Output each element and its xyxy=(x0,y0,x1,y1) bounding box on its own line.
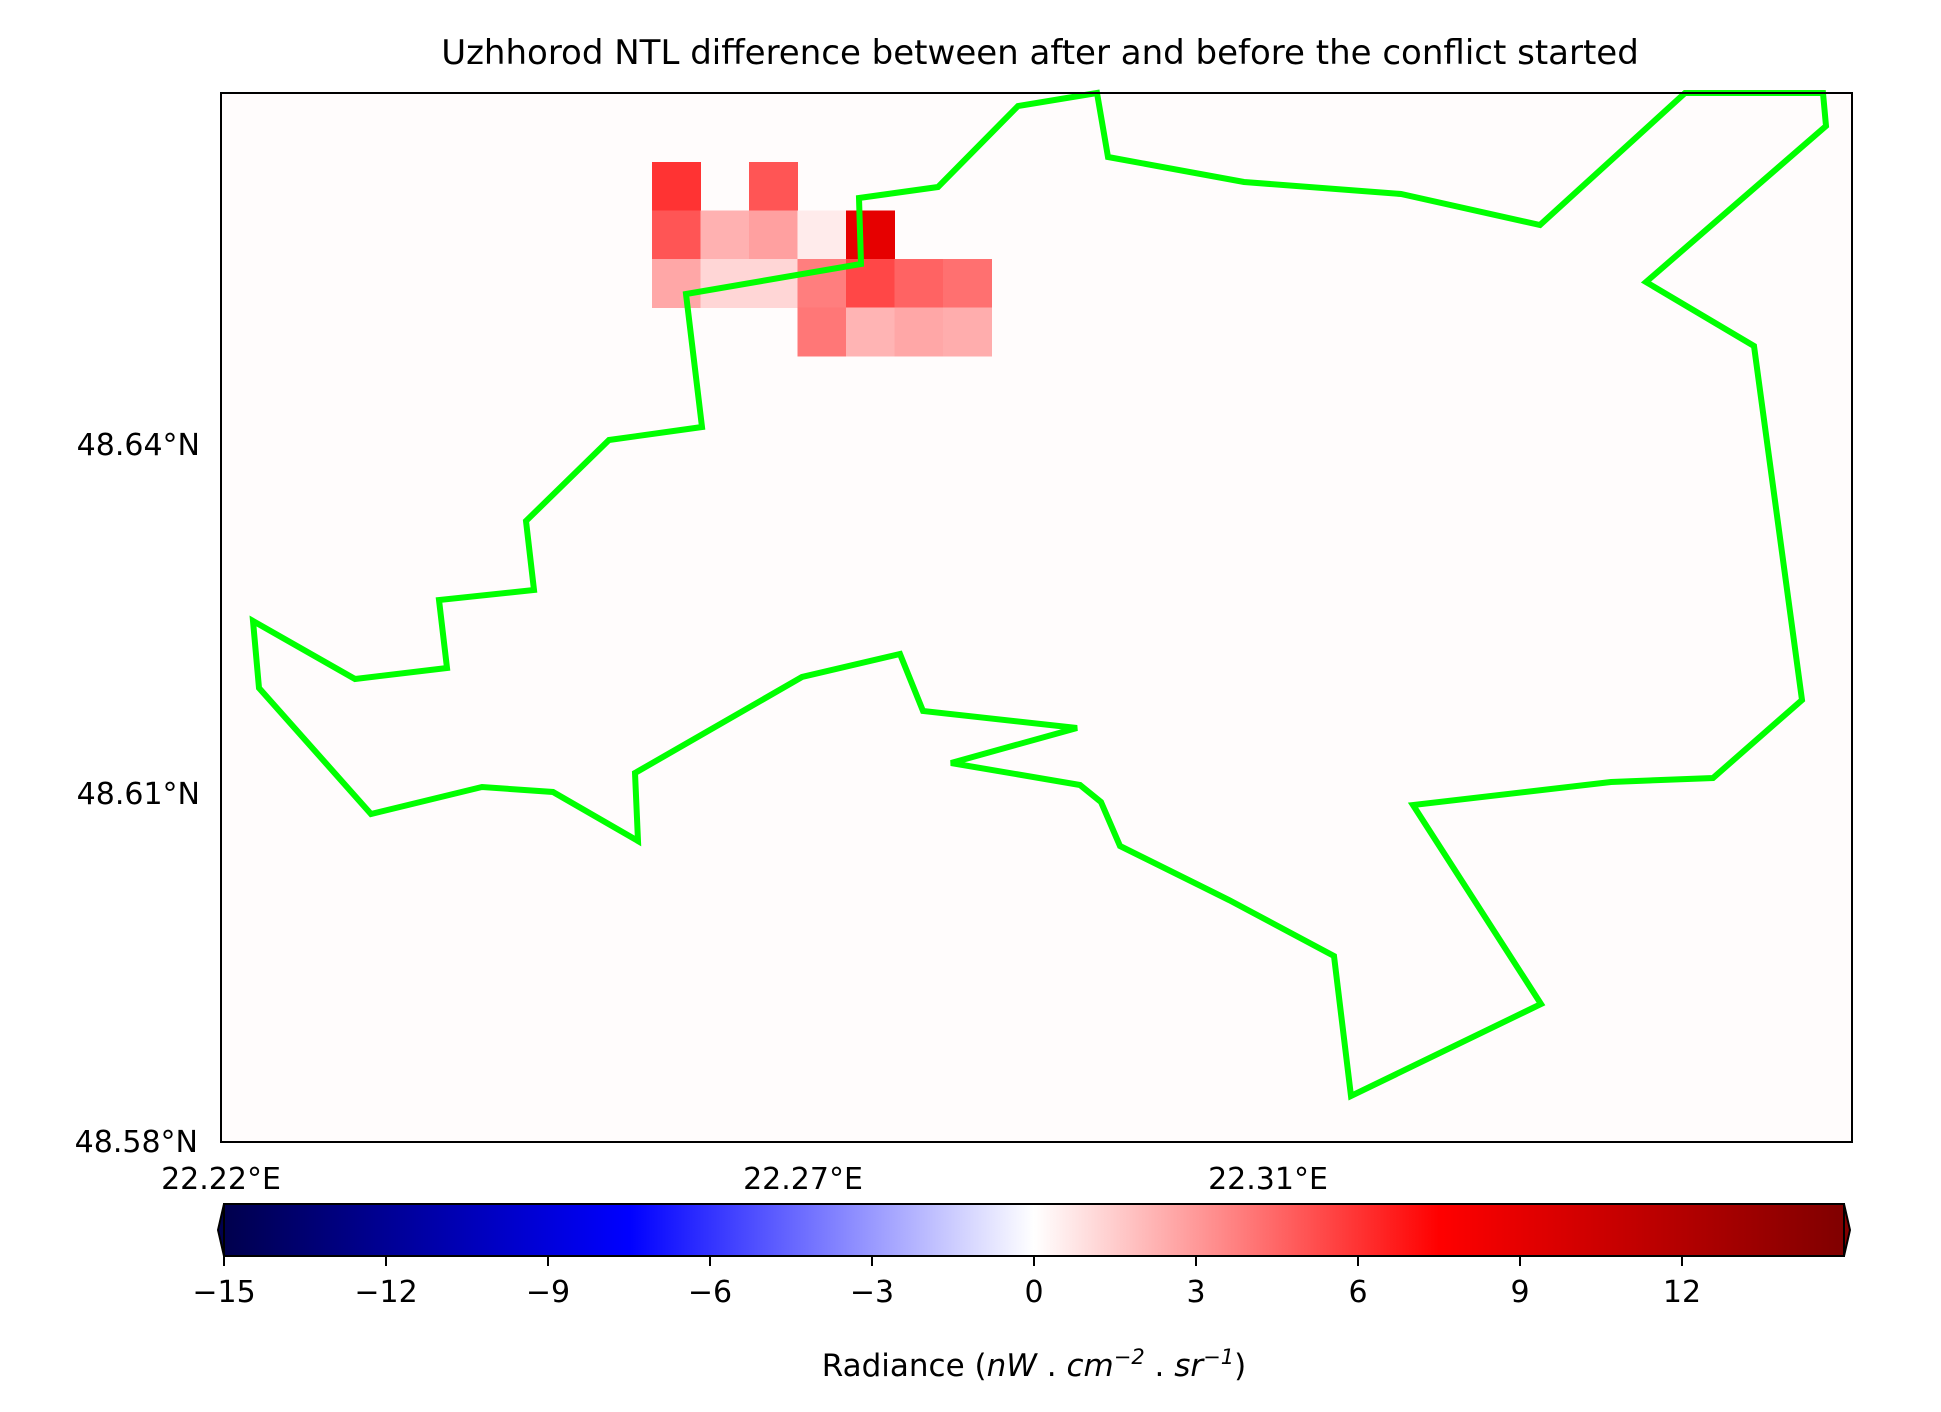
colorbar-gradient xyxy=(223,1203,1845,1257)
heatmap-cell xyxy=(652,162,701,211)
heatmap-cell xyxy=(749,210,798,260)
heatmap-cell xyxy=(652,210,701,260)
colorbar-tick-label: 6 xyxy=(1348,1275,1367,1310)
map-background xyxy=(221,93,1852,1142)
colorbar: −15 −12 −9 −6 −3 0 3 6 9 12 Radiance (nW . cm−2 .… xyxy=(192,1203,1852,1384)
colorbar-tick-label: −9 xyxy=(526,1275,570,1310)
map-frame xyxy=(220,92,1853,1143)
heatmap-cell xyxy=(894,307,944,357)
heatmap-cell xyxy=(797,307,847,357)
colorbar-tick-label: 0 xyxy=(1024,1275,1043,1310)
x-tick-label: 22.27°E xyxy=(743,1162,863,1197)
colorbar-tick-label: −12 xyxy=(354,1275,417,1310)
heatmap-cell xyxy=(846,210,895,260)
y-tick-label: 48.61°N xyxy=(77,777,200,812)
y-tick-label: 48.64°N xyxy=(77,428,200,463)
colorbar-tick-label: −15 xyxy=(192,1275,255,1310)
heatmap-cell xyxy=(943,307,992,357)
x-tick-label: 22.31°E xyxy=(1208,1162,1328,1197)
colorbar-ticks: −15 −12 −9 −6 −3 0 3 6 9 12 xyxy=(192,1256,1701,1310)
colorbar-tick-label: 9 xyxy=(1510,1275,1529,1310)
heatmap-cell xyxy=(943,259,992,308)
colorbar-tick-label: −3 xyxy=(850,1275,894,1310)
heatmap-cell xyxy=(700,210,750,260)
heatmap-cell xyxy=(846,307,895,357)
y-tick-label: 48.58°N xyxy=(75,1125,198,1160)
colorbar-tick-label: 3 xyxy=(1186,1275,1205,1310)
heatmap-cell xyxy=(652,259,701,308)
heatmap-cell xyxy=(749,162,798,211)
heatmap-cell xyxy=(894,259,944,308)
colorbar-label: Radiance (nW . cm−2 . sr−1) xyxy=(822,1345,1247,1384)
heatmap-cells xyxy=(652,162,992,357)
chart-title: Uzhhorod NTL difference between after an… xyxy=(441,33,1639,73)
heatmap-cell xyxy=(797,210,847,260)
x-tick-label: 22.22°E xyxy=(161,1162,281,1197)
map-axes xyxy=(220,89,1853,1143)
colorbar-tick-label: −6 xyxy=(688,1275,732,1310)
colorbar-tick-label: 12 xyxy=(1663,1275,1701,1310)
city-boundary xyxy=(249,89,1830,1101)
